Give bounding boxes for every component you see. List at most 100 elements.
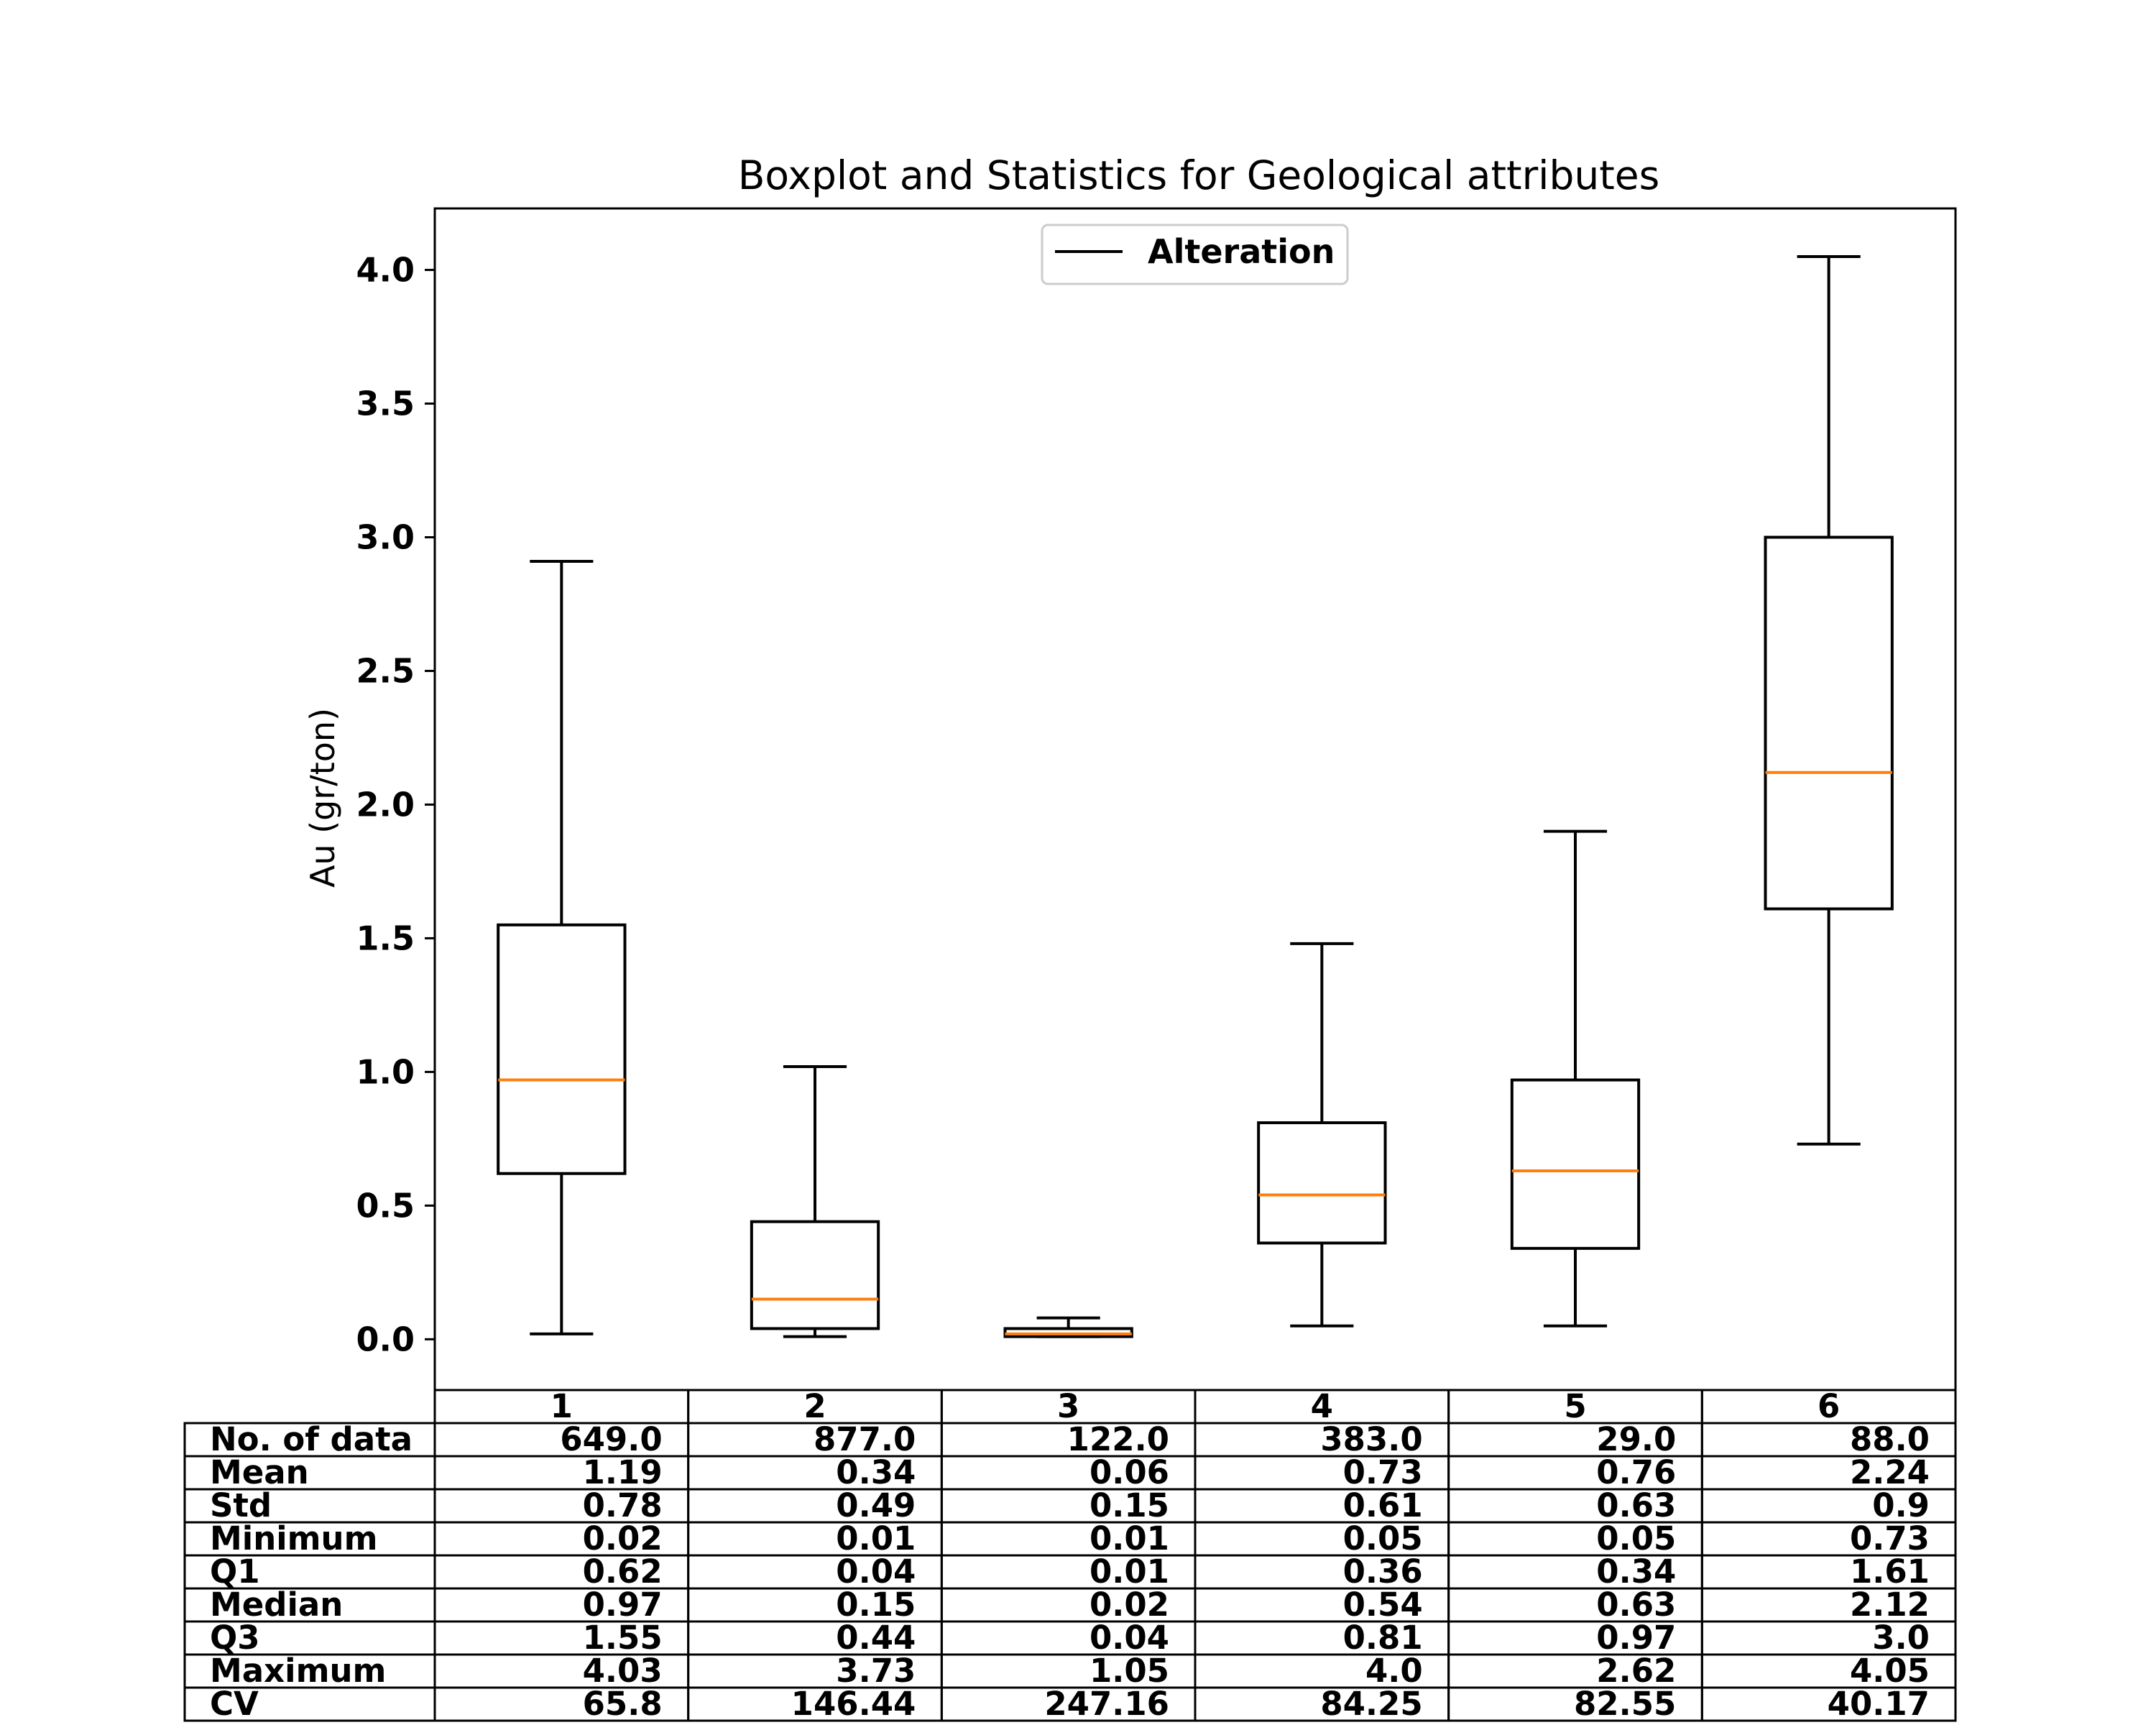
row-label: Minimum: [210, 1519, 377, 1558]
cell-value: 4.03: [583, 1652, 663, 1690]
cell-value: 4.05: [1850, 1652, 1930, 1690]
cell-value: 146.44: [791, 1685, 916, 1723]
cell-value: 84.25: [1320, 1685, 1422, 1723]
y-tick-label: 4.0: [356, 251, 415, 290]
cell-value: 1.05: [1089, 1652, 1169, 1690]
cell-value: 0.05: [1343, 1519, 1423, 1558]
plot-area-frame: [433, 207, 1957, 1392]
legend-frame: [1041, 224, 1349, 285]
y-tick-label: 2.0: [356, 785, 415, 824]
iqr-box: [750, 1220, 880, 1330]
cell-value: 2.12: [1850, 1586, 1930, 1624]
row-label: CV: [210, 1685, 259, 1723]
row-label: No. of data: [210, 1420, 413, 1458]
cell-value: 0.78: [583, 1486, 663, 1524]
cell-value: 0.34: [1596, 1552, 1676, 1591]
legend-label: Alteration: [1148, 232, 1335, 271]
legend: Alteration: [1041, 224, 1349, 285]
cell-value: 0.97: [1596, 1619, 1676, 1657]
cell-value: 0.63: [1596, 1486, 1676, 1524]
box-3: [1003, 1316, 1133, 1338]
box-1: [497, 559, 627, 1335]
y-tick-label: 1.5: [356, 919, 415, 957]
column-header: 1: [550, 1387, 573, 1425]
iqr-box: [1257, 1121, 1387, 1245]
cell-value: 82.55: [1574, 1685, 1676, 1723]
column-header: 6: [1818, 1387, 1840, 1425]
cell-value: 0.62: [583, 1552, 663, 1591]
cell-value: 0.05: [1596, 1519, 1676, 1558]
cell-value: 0.04: [1089, 1619, 1169, 1657]
cell-value: 0.49: [836, 1486, 916, 1524]
cell-value: 0.15: [1089, 1486, 1169, 1524]
column-header: 3: [1057, 1387, 1079, 1425]
box-5: [1510, 829, 1641, 1328]
cell-value: 0.15: [836, 1586, 916, 1624]
cell-value: 65.8: [583, 1685, 663, 1723]
cell-value: 0.73: [1850, 1519, 1930, 1558]
cell-value: 0.01: [1089, 1519, 1169, 1558]
box-6: [1764, 254, 1894, 1146]
cell-value: 0.02: [1089, 1586, 1169, 1624]
y-tick-label: 3.0: [356, 518, 415, 556]
cell-value: 0.73: [1343, 1453, 1423, 1491]
iqr-box: [1764, 535, 1894, 911]
cell-value: 0.04: [836, 1552, 916, 1591]
y-tick-label: 1.0: [356, 1052, 415, 1091]
cell-value: 3.0: [1872, 1619, 1930, 1657]
row-label: Q1: [210, 1552, 260, 1591]
cell-value: 1.19: [583, 1453, 663, 1491]
row-label: Std: [210, 1486, 272, 1524]
cell-value: 4.0: [1365, 1652, 1423, 1690]
statistics-table: 1 2 3 4 5 6 No. of data 649.0 877.0 122.0 383.0 29.…: [183, 1387, 1957, 1723]
cell-value: 0.81: [1343, 1619, 1423, 1657]
y-axis-label: Au (gr/ton): [303, 708, 342, 888]
chart-title: Boxplot and Statistics for Geological at…: [738, 152, 1660, 198]
y-tick-label: 3.5: [356, 385, 415, 423]
cell-value: 0.54: [1343, 1586, 1423, 1624]
cell-value: 877.0: [814, 1420, 916, 1458]
cell-value: 29.0: [1596, 1420, 1676, 1458]
cell-value: 1.61: [1850, 1552, 1930, 1591]
cell-value: 0.36: [1343, 1552, 1423, 1591]
cell-value: 247.16: [1044, 1685, 1169, 1723]
row-label: Q3: [210, 1619, 260, 1657]
cell-value: 383.0: [1320, 1420, 1422, 1458]
cell-value: 1.55: [583, 1619, 663, 1657]
table-cell: [1700, 1686, 1957, 1722]
y-axis-ticks: 0.0 0.5 1.0 1.5 2.0 2.5 3.0 3.5 4.0: [356, 251, 435, 1358]
box-4: [1257, 942, 1387, 1328]
y-tick-label: 0.0: [356, 1320, 415, 1358]
cell-value: 2.24: [1850, 1453, 1930, 1491]
cell-value: 649.0: [560, 1420, 662, 1458]
iqr-box: [497, 923, 627, 1175]
box-series: [497, 254, 1894, 1338]
cell-value: 0.76: [1596, 1453, 1676, 1491]
cell-value: 88.0: [1850, 1420, 1930, 1458]
cell-value: 0.97: [583, 1586, 663, 1624]
box-2: [750, 1064, 880, 1338]
row-label: Maximum: [210, 1652, 386, 1690]
cell-value: 0.02: [583, 1519, 663, 1558]
y-tick-label: 2.5: [356, 651, 415, 690]
cell-value: 122.0: [1067, 1420, 1169, 1458]
cell-value: 0.01: [1089, 1552, 1169, 1591]
cell-value: 0.34: [836, 1453, 916, 1491]
cell-value: 40.17: [1828, 1685, 1930, 1723]
cell-value: 0.01: [836, 1519, 916, 1558]
cell-value: 0.44: [836, 1619, 916, 1657]
cell-value: 2.62: [1596, 1652, 1676, 1690]
row-label: Median: [210, 1586, 343, 1624]
column-header: 2: [803, 1387, 826, 1425]
y-tick-label: 0.5: [356, 1186, 415, 1225]
cell-value: 0.06: [1089, 1453, 1169, 1491]
column-header: 4: [1311, 1387, 1333, 1425]
cell-value: 0.9: [1872, 1486, 1930, 1524]
iqr-box: [1510, 1078, 1641, 1250]
cell-value: 0.63: [1596, 1586, 1676, 1624]
row-label: Mean: [210, 1453, 309, 1491]
cell-value: 3.73: [836, 1652, 916, 1690]
column-header: 5: [1564, 1387, 1586, 1425]
cell-value: 0.61: [1343, 1486, 1423, 1524]
